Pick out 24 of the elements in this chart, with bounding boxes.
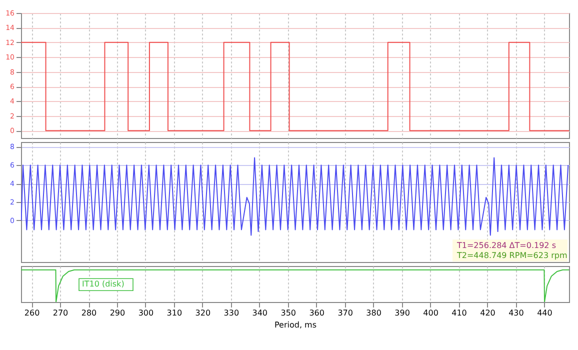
x-tick-label: 260 [24,308,40,318]
x-tick-label: 440 [537,308,552,318]
x-tick-label: 350 [280,308,296,318]
x-tick-label: 300 [138,308,154,318]
annotation: T2=448.749 RPM=623 rpm [456,251,568,260]
x-tick-label: 270 [52,308,68,318]
x-tick-label: 340 [252,308,268,318]
x-tick-label: 290 [110,308,126,318]
x-tick-label: 430 [508,308,524,318]
x-tick-label: 410 [452,308,467,318]
x-tick-label: 370 [338,308,353,318]
x-tick-label: 420 [480,308,496,318]
x-tick-label: 320 [195,308,211,318]
x-tick-label: 280 [81,308,97,318]
x-tick-label: 400 [423,308,438,318]
x-axis-title: Period, ms [274,320,316,330]
x-tick-label: 360 [309,308,324,318]
line-series [21,157,569,236]
x-tick-label: 380 [366,308,382,318]
x-tick-label: 330 [224,308,240,318]
series-label: IT10 (disk) [82,280,124,289]
annotation: T1=256.284 ΔT=0.192 s [456,241,556,250]
x-tick-label: 310 [166,308,182,318]
x-tick-label: 390 [394,308,410,318]
